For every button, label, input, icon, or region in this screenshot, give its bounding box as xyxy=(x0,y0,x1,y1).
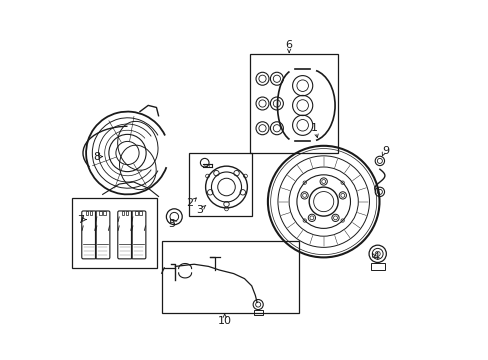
Bar xyxy=(103,211,106,215)
Bar xyxy=(85,211,88,215)
Bar xyxy=(162,241,298,313)
Text: 4: 4 xyxy=(371,252,379,262)
Bar xyxy=(139,211,142,215)
Text: 3: 3 xyxy=(196,204,203,215)
Bar xyxy=(72,198,157,268)
Text: 9: 9 xyxy=(381,146,388,156)
Bar xyxy=(370,263,384,270)
Text: 2: 2 xyxy=(186,198,193,208)
Text: 7: 7 xyxy=(77,215,84,225)
Text: 5: 5 xyxy=(167,219,175,229)
Text: 1: 1 xyxy=(310,123,318,133)
Bar xyxy=(188,153,251,216)
Text: 8: 8 xyxy=(93,152,100,162)
Bar xyxy=(89,211,92,215)
Bar xyxy=(125,211,128,215)
Bar xyxy=(122,211,124,215)
Bar xyxy=(249,54,337,153)
Text: 6: 6 xyxy=(285,40,292,50)
Text: 10: 10 xyxy=(217,316,231,326)
Bar xyxy=(135,211,138,215)
Bar xyxy=(253,310,262,315)
Bar xyxy=(99,211,102,215)
